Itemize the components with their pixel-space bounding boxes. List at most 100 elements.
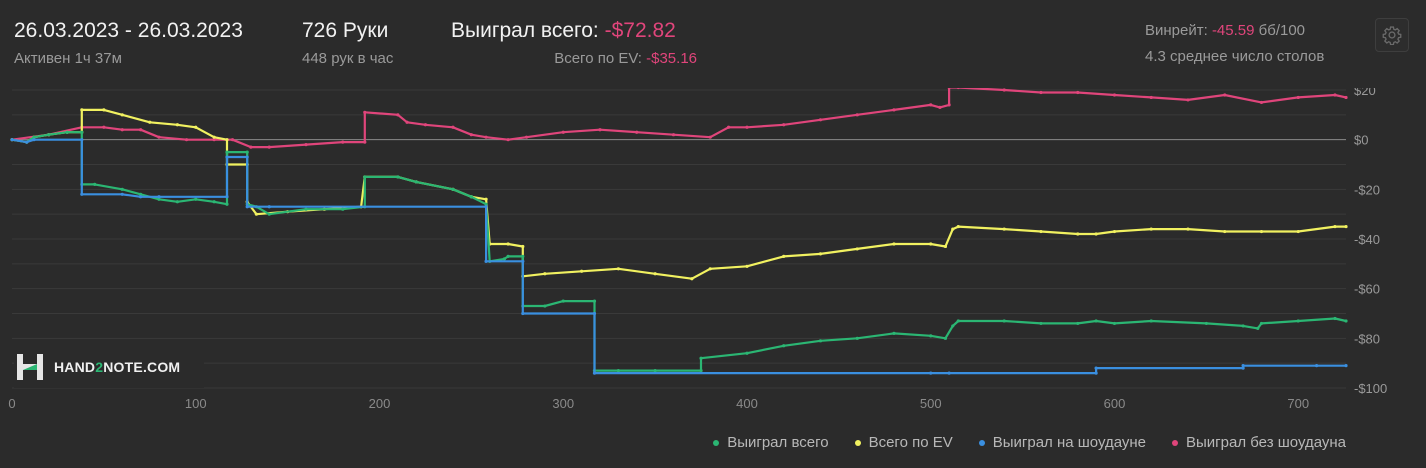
series-point [892,242,896,246]
series-point [699,369,703,373]
series-point [1259,321,1264,326]
series-point [708,267,712,271]
series-point [1344,224,1348,229]
series-point [102,125,106,129]
winrate-label: Винрейт: [1145,22,1212,39]
watermark-logo: HAND2NOTE.COM [14,346,204,388]
series-point [956,224,960,229]
series-point [469,195,473,199]
series-point [521,311,525,316]
legend-item[interactable]: Выиграл без шоудауна [1172,434,1346,451]
legend-item[interactable]: Выиграл всего [713,434,829,451]
series-point [225,150,229,154]
series-point [580,269,584,273]
series-point [1241,364,1245,368]
bankroll-chart: $20 $0 -$20 -$40 -$60 -$80 -$100 0 100 200 300 400 5… [8,88,1387,411]
series-point [956,88,960,90]
series-point [782,254,786,258]
series-point [943,244,948,249]
series-point [267,145,271,149]
series-point [1039,90,1043,95]
series-point [267,212,271,216]
winrate: Винрейт: -45.59 бб/100 [1145,22,1305,39]
series-point [745,264,749,268]
series-point [157,135,161,139]
x-tick-label: 0 [8,396,15,411]
hands-count: 726 Руки [302,19,389,42]
series-line [11,108,1346,280]
chart-legend: Выиграл всего Всего по EV Выиграл на шоуда… [713,434,1346,451]
series-point [139,195,143,199]
series-point [521,259,525,263]
series-point [1344,364,1348,368]
legend-item[interactable]: Всего по EV [854,434,953,451]
y-tick-label: -$20 [1354,182,1380,197]
date-range: 26.03.2023 - 26.03.2023 [14,19,243,42]
avg-tables: 4.3 среднее число столов [1145,48,1325,65]
legend-item[interactable]: Выиграл на шоудауне [978,434,1147,451]
series-point [929,242,933,246]
series-point [671,133,676,137]
series-point [745,351,749,355]
series-point [32,138,36,142]
series-point [598,128,602,132]
series-point [855,247,859,251]
series-point [225,195,229,199]
series-point [341,140,345,144]
series-point [502,257,507,261]
series-point [1296,319,1300,323]
series-point [782,123,786,127]
series-point [635,130,639,134]
series-point [506,138,510,142]
series-point [956,319,960,323]
series-point [120,187,124,191]
series-point [1223,93,1227,97]
series-point [543,272,547,276]
series-point [1259,100,1264,105]
series-point [938,105,942,109]
series-point [93,182,97,186]
series-point [1344,95,1348,100]
series-point [1094,371,1098,375]
series-point [506,242,510,246]
series-point [690,277,694,281]
total-won-value: -$72.82 [604,19,676,42]
series-point [1149,227,1153,231]
series-point [120,128,124,132]
y-tick-label: -$80 [1354,331,1380,346]
series-point [745,125,749,129]
series-point [484,202,488,206]
series-point [1241,324,1245,328]
series-point [484,205,488,209]
winrate-value: -45.59 [1211,22,1255,39]
settings-button[interactable] [1375,18,1409,52]
series-point [363,175,367,179]
series-point [561,130,565,134]
series-point [616,369,620,373]
series-point [212,200,216,204]
y-tick-label: -$60 [1354,282,1380,297]
series-point [10,138,14,142]
series-point [80,130,84,134]
series-point [194,197,198,201]
series-point [1296,229,1300,234]
active-time: Активен 1ч 37м [14,50,122,67]
series-point [1039,229,1043,234]
series-point [1002,227,1006,231]
series-point [943,336,948,340]
x-tick-label: 400 [736,396,758,411]
legend-label: Выиграл на шоудауне [992,434,1147,451]
series-point [414,180,418,184]
series-point [1112,229,1117,234]
series-point [1094,366,1098,370]
series-point [175,123,179,127]
series-point [254,212,258,216]
series-point [1039,321,1043,326]
series-point [929,103,933,107]
series-point [524,135,529,139]
series-point [484,135,488,139]
series-point [139,128,143,132]
hands-per-hour: 448 рук в час [302,50,394,67]
x-tick-label: 200 [369,396,391,411]
series-point [451,125,455,129]
